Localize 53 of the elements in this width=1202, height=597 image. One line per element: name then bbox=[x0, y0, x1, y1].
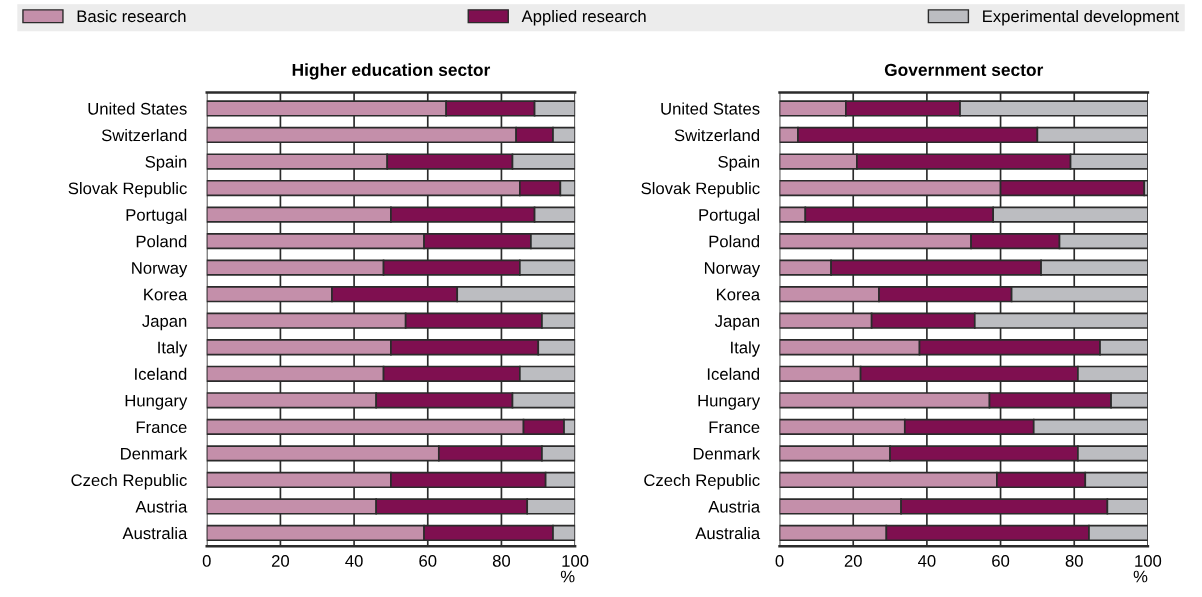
y-tick-label: Italy bbox=[731, 341, 761, 357]
y-tick-label: Australia bbox=[695, 526, 761, 540]
x-tick-label: 60 bbox=[419, 555, 437, 567]
y-tick-label: Czech Republic bbox=[71, 473, 187, 490]
y-tick-label: Poland bbox=[709, 235, 760, 248]
x-tick-label: 60 bbox=[992, 555, 1010, 567]
y-tick-label: France bbox=[709, 421, 760, 434]
y-tick-label: United States bbox=[88, 102, 187, 115]
y-tick-label: Japan bbox=[714, 315, 760, 331]
y-tick-label: Slovak Republic bbox=[68, 182, 187, 198]
legend-label: Experimental development bbox=[983, 9, 1179, 26]
x-tick-label: 100 bbox=[562, 555, 589, 567]
y-tick-label: Slovak Republic bbox=[641, 182, 760, 198]
y-tick-label: United States bbox=[661, 102, 760, 115]
chart-title: Government sector bbox=[884, 63, 1044, 77]
y-tick-label: Portugal bbox=[699, 208, 759, 225]
x-tick-label: 80 bbox=[1065, 555, 1083, 567]
x-tick-label: 80 bbox=[492, 555, 511, 567]
y-tick-label: Denmark bbox=[693, 447, 761, 460]
y-tick-label: Switzerland bbox=[674, 128, 760, 142]
x-axis-title: % bbox=[1133, 570, 1148, 583]
y-tick-label: Iceland bbox=[135, 367, 187, 380]
y-tick-label: Italy bbox=[158, 341, 188, 357]
chart-title: Higher education sector bbox=[292, 63, 491, 80]
y-tick-label: Portugal bbox=[126, 208, 187, 225]
x-axis-title: % bbox=[560, 570, 575, 583]
x-tick-label: 100 bbox=[1135, 555, 1162, 567]
y-tick-label: Iceland bbox=[707, 367, 760, 380]
x-tick-label: 20 bbox=[271, 555, 290, 567]
x-tick-label: 0 bbox=[775, 555, 784, 567]
x-tick-label: 40 bbox=[918, 555, 936, 567]
y-tick-label: Norway bbox=[132, 262, 188, 278]
legend-label: Applied research bbox=[521, 9, 646, 26]
y-tick-label: Poland bbox=[136, 235, 187, 248]
y-tick-label: Hungary bbox=[125, 394, 188, 410]
y-tick-label: Norway bbox=[704, 262, 761, 278]
y-tick-label: Australia bbox=[122, 526, 188, 540]
y-tick-label: Korea bbox=[717, 288, 761, 301]
y-tick-label: Czech Republic bbox=[644, 473, 760, 490]
y-tick-label: Switzerland bbox=[101, 128, 187, 142]
y-tick-label: Spain bbox=[718, 155, 760, 172]
x-tick-label: 0 bbox=[202, 555, 211, 567]
legend-label: Basic research bbox=[77, 9, 186, 23]
x-tick-label: 20 bbox=[844, 555, 862, 567]
y-tick-label: France bbox=[136, 421, 187, 434]
y-tick-label: Austria bbox=[135, 500, 188, 513]
y-tick-label: Spain bbox=[145, 155, 187, 172]
y-tick-label: Korea bbox=[144, 288, 188, 301]
x-tick-label: 40 bbox=[345, 555, 363, 567]
y-tick-label: Austria bbox=[708, 500, 761, 513]
y-tick-label: Japan bbox=[142, 315, 187, 331]
y-tick-label: Hungary bbox=[698, 394, 761, 410]
y-tick-label: Denmark bbox=[121, 447, 188, 460]
